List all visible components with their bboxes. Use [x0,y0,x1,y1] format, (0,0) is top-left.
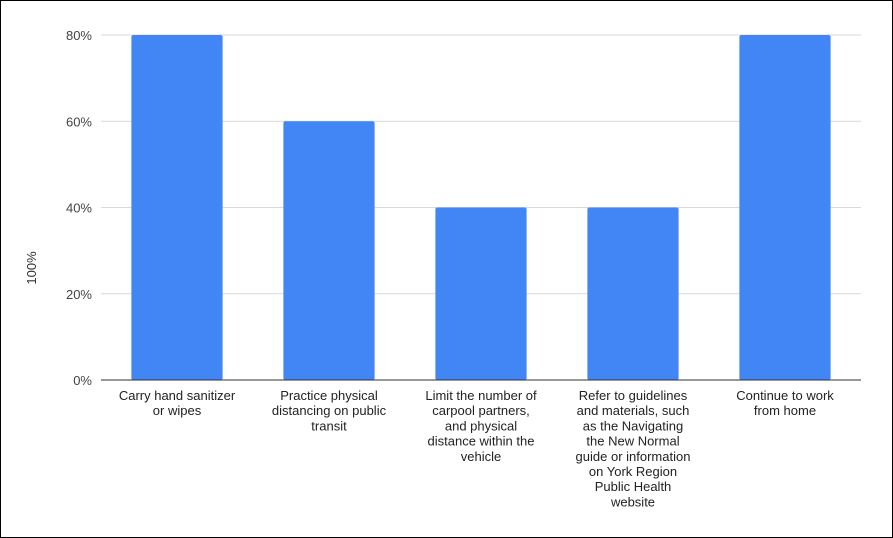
y-axis-ticks: 0% 20% 40% 60% 80% [66,28,92,388]
category-label: Limit the number of carpool partners, and … [425,388,537,464]
y-tick-label: 40% [66,201,92,216]
category-label: Carry hand sanitizer or wipes [119,388,236,418]
x-axis-categories: Carry hand sanitizer or wipes Practice phy… [119,388,834,509]
y-tick-label: 60% [66,114,92,129]
y-tick-label: 80% [66,28,92,43]
bars [131,35,831,380]
bar [587,207,679,380]
bar [739,35,831,380]
bar [435,207,527,380]
bar [131,35,223,380]
y-tick-label: 0% [73,373,92,388]
bar [283,121,375,380]
category-label: Continue to work from home [736,388,834,418]
category-label: Practice physical distancing on public tra… [272,388,387,433]
y-axis-label: 100% [24,251,39,285]
category-label: Refer to guidelines and materials, such as… [576,388,691,509]
y-tick-label: 20% [66,287,92,302]
